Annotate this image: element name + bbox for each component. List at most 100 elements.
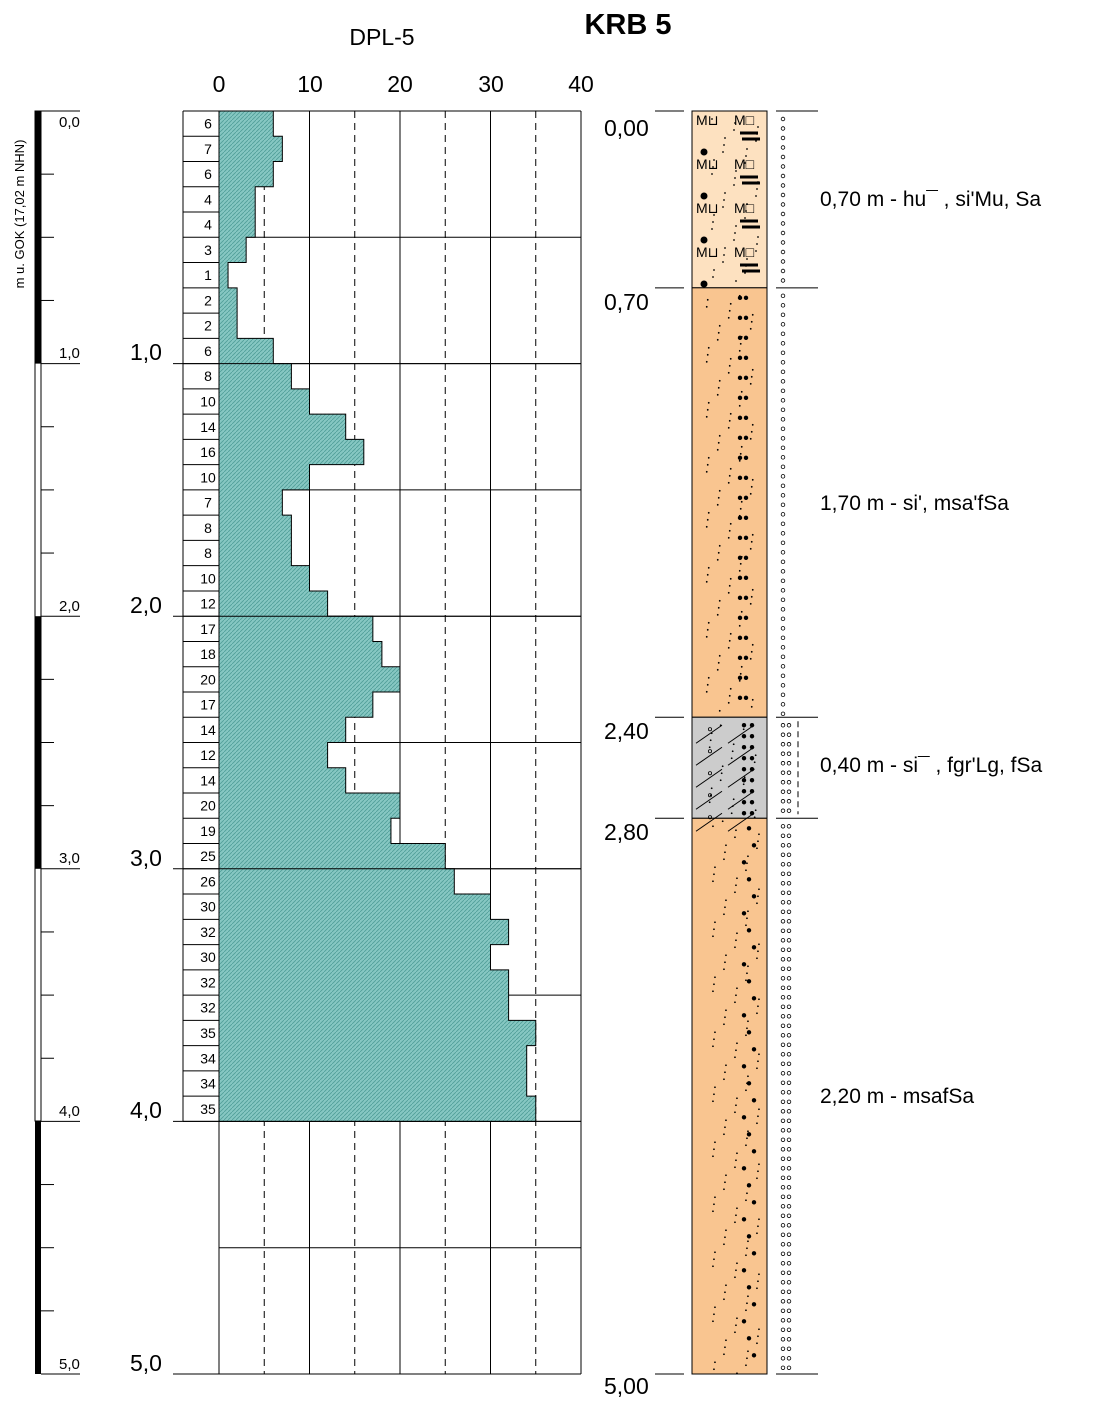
sand-dot-symbol bbox=[706, 573, 709, 576]
grain-circle-symbol bbox=[780, 1223, 786, 1228]
sand-dot-symbol bbox=[734, 1276, 736, 1279]
sand-dot-symbol bbox=[712, 880, 714, 883]
grain-circle-symbol bbox=[780, 483, 786, 489]
sand-dot-symbol bbox=[734, 1001, 736, 1004]
sand-dot-symbol bbox=[705, 580, 708, 583]
sand-dot-symbol bbox=[723, 913, 725, 916]
grain-circle-symbol bbox=[780, 985, 786, 990]
sand-dot-symbol bbox=[727, 591, 730, 594]
sand-dot-symbol bbox=[727, 646, 730, 649]
sand-dot-symbol bbox=[716, 338, 719, 341]
grain-circle-symbol bbox=[786, 1185, 792, 1190]
sand-dot-symbol bbox=[734, 1221, 736, 1224]
silt-pellet-symbol bbox=[743, 395, 749, 401]
chart-depth-label: 2,0 bbox=[130, 592, 162, 618]
medium-sand-symbol bbox=[746, 928, 752, 933]
grain-circle-symbol bbox=[786, 808, 792, 813]
sand-dot-symbol bbox=[745, 210, 747, 212]
grain-circle-symbol bbox=[780, 221, 786, 226]
silt-pellet-symbol bbox=[743, 295, 749, 301]
sand-dot-symbol bbox=[735, 280, 737, 282]
blow-count-label: 32 bbox=[200, 924, 216, 940]
grain-circle-symbol bbox=[780, 957, 786, 962]
sand-dot-symbol bbox=[718, 324, 721, 327]
sand-dot-symbol bbox=[713, 1093, 715, 1096]
sand-dot-symbol bbox=[740, 390, 743, 393]
depth-scale-block bbox=[35, 616, 41, 869]
grain-circle-symbol bbox=[780, 407, 786, 413]
sand-dot-symbol bbox=[735, 1324, 737, 1327]
sand-dot-symbol bbox=[747, 1295, 749, 1298]
sand-dot-symbol bbox=[725, 1339, 727, 1342]
grain-circle-symbol bbox=[780, 1261, 786, 1266]
grain-circle-symbol bbox=[786, 900, 792, 905]
grain-circle-symbol bbox=[780, 654, 786, 660]
sand-dot-symbol bbox=[751, 643, 754, 646]
grain-circle-symbol bbox=[780, 723, 786, 728]
grain-circle-symbol bbox=[786, 1156, 792, 1161]
sand-dot-symbol bbox=[733, 239, 735, 241]
sand-dot-symbol bbox=[711, 228, 713, 230]
sand-dot-symbol bbox=[713, 214, 715, 216]
grain-circle-symbol bbox=[780, 833, 786, 838]
sand-dot-symbol bbox=[746, 1302, 748, 1305]
blow-count-label: 3 bbox=[204, 242, 212, 258]
silt-pellet-symbol bbox=[749, 811, 755, 816]
sand-dot-symbol bbox=[756, 902, 758, 905]
silt-pellet-symbol bbox=[737, 495, 743, 501]
grain-circle-symbol bbox=[786, 1337, 792, 1342]
sand-dot-symbol bbox=[738, 349, 741, 352]
grain-circle-symbol bbox=[786, 761, 792, 766]
sand-dot-symbol bbox=[714, 1251, 716, 1254]
blow-count-label: 20 bbox=[200, 798, 216, 814]
profile-depth-label: 0,00 bbox=[604, 115, 649, 141]
sand-dot-symbol bbox=[757, 1225, 759, 1228]
sand-dot-symbol bbox=[755, 250, 757, 252]
sand-dot-symbol bbox=[714, 1031, 716, 1034]
sand-dot-symbol bbox=[738, 459, 741, 462]
grain-circle-symbol bbox=[780, 881, 786, 886]
grain-circle-symbol bbox=[780, 455, 786, 460]
medium-sand-symbol bbox=[751, 996, 757, 1001]
grain-circle-symbol bbox=[780, 900, 786, 905]
sand-dot-symbol bbox=[727, 426, 730, 429]
gravel-circle-symbol bbox=[708, 793, 713, 798]
layer-description: 1,70 m - si', msa'fSa bbox=[820, 492, 1009, 515]
gravel-dot-symbol bbox=[700, 236, 708, 244]
sand-dot-symbol bbox=[724, 1016, 726, 1019]
blow-count-label: 34 bbox=[200, 1050, 216, 1066]
sand-dot-symbol bbox=[745, 1364, 747, 1367]
grain-circle-symbol bbox=[780, 303, 786, 308]
sand-dot-symbol bbox=[750, 705, 753, 708]
sand-dot-symbol bbox=[750, 430, 753, 433]
grain-circle-symbol bbox=[786, 789, 792, 794]
sand-dot-symbol bbox=[758, 833, 760, 836]
grain-circle-symbol bbox=[786, 1213, 792, 1218]
grain-circle-symbol bbox=[780, 1014, 786, 1019]
sand-dot-symbol bbox=[723, 1298, 725, 1301]
sand-dot-symbol bbox=[705, 305, 708, 308]
x-tick-label: 30 bbox=[478, 71, 504, 97]
grain-circle-symbol bbox=[780, 1308, 786, 1313]
sand-dot-symbol bbox=[745, 869, 747, 872]
grain-circle-symbol bbox=[780, 1166, 786, 1171]
grain-circle-symbol bbox=[780, 230, 786, 236]
silt-pellet-symbol bbox=[741, 767, 747, 772]
sand-dot-symbol bbox=[718, 544, 721, 547]
grain-circle-symbol bbox=[780, 1251, 786, 1256]
grain-circle-symbol bbox=[780, 1033, 786, 1038]
grain-circle-symbol bbox=[780, 322, 786, 327]
sand-dot-symbol bbox=[734, 1111, 736, 1114]
medium-sand-symbol bbox=[751, 1047, 757, 1052]
blow-count-label: 14 bbox=[200, 722, 216, 738]
borehole-title: KRB 5 bbox=[584, 9, 671, 41]
silt-pellet-symbol bbox=[743, 695, 749, 701]
sand-dot-symbol bbox=[729, 412, 732, 415]
grain-circle-symbol bbox=[780, 192, 786, 198]
sand-dot-symbol bbox=[707, 401, 710, 404]
chart-depth-label: 4,0 bbox=[130, 1097, 162, 1123]
grain-circle-symbol bbox=[786, 1137, 792, 1142]
depth-tick-label: 0,0 bbox=[59, 114, 80, 131]
blow-count-label: 26 bbox=[200, 873, 216, 889]
sand-dot-symbol bbox=[723, 199, 725, 201]
